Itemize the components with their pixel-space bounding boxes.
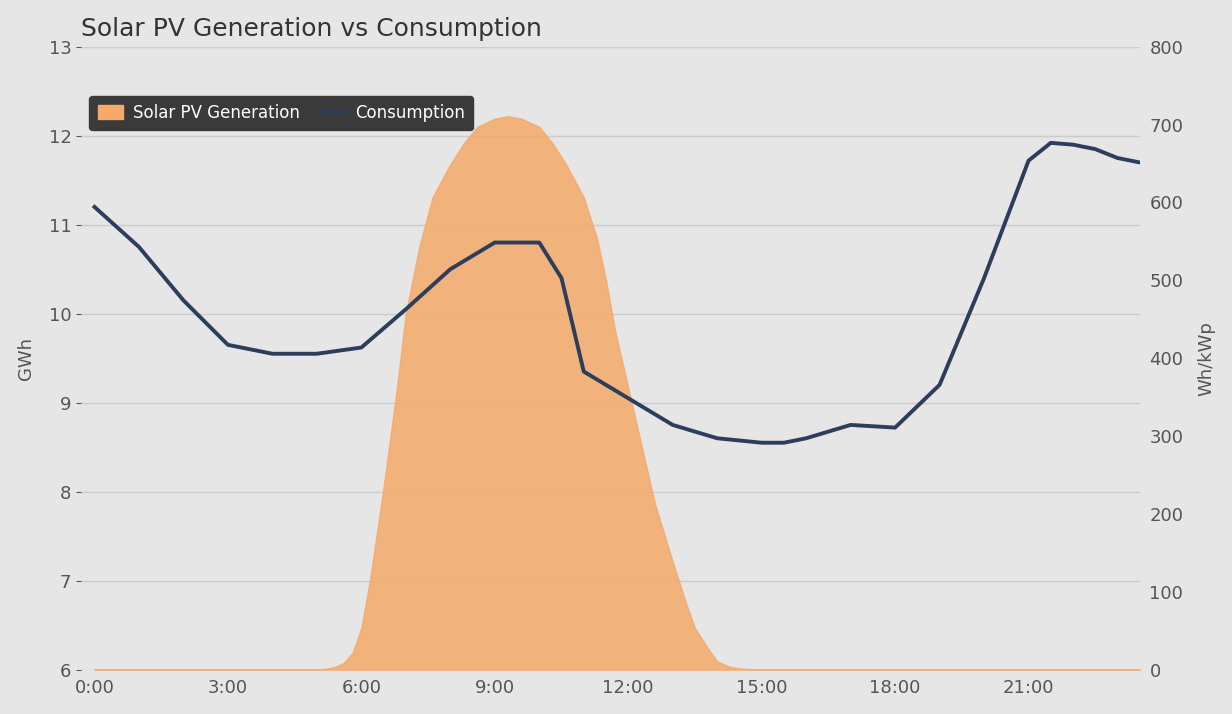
Legend: Solar PV Generation, Consumption: Solar PV Generation, Consumption [90, 96, 473, 130]
Y-axis label: GWh: GWh [17, 337, 34, 380]
Y-axis label: Wh/kWp: Wh/kWp [1198, 321, 1215, 396]
Text: Solar PV Generation vs Consumption: Solar PV Generation vs Consumption [81, 16, 542, 41]
